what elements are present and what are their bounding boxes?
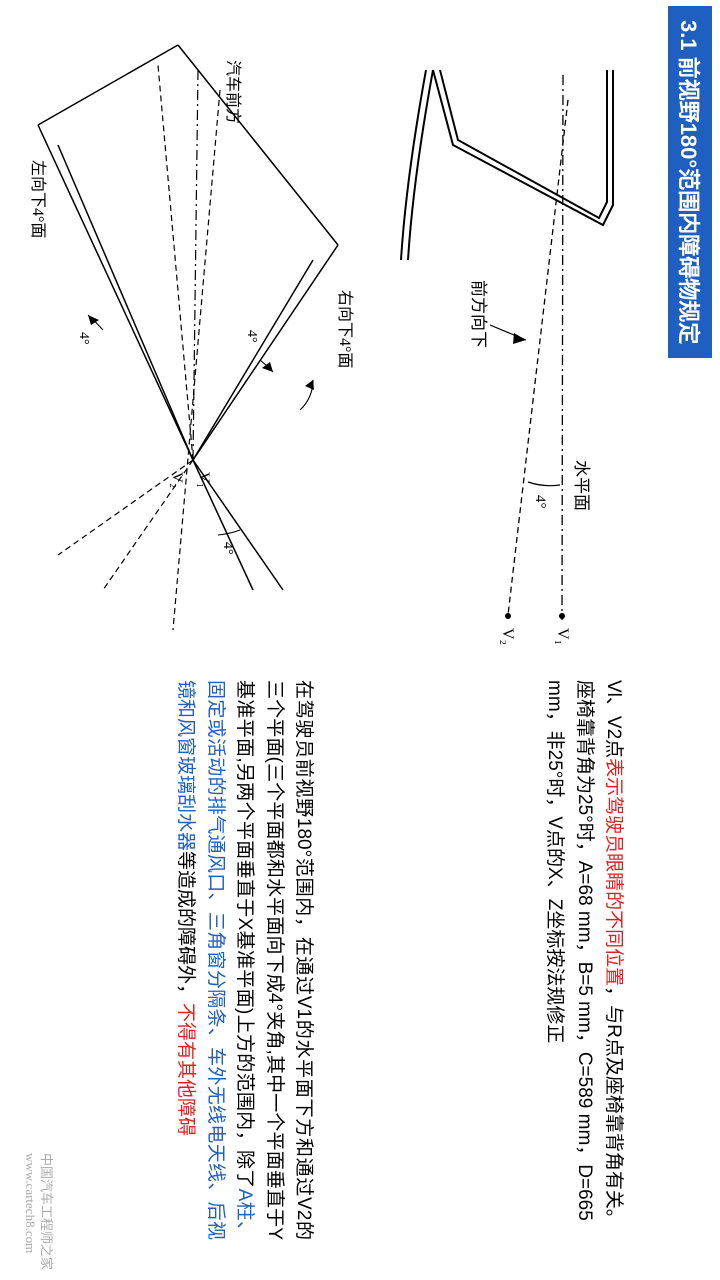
label-v1: V₁ <box>554 628 571 645</box>
top-figure: V₁ V₂ 水平面 4° 前方向下 <box>378 30 658 650</box>
label-v1-b: V₁ <box>196 472 212 488</box>
label-left-plane: 左向下4°面 <box>29 160 47 238</box>
bottom-description: 在驾驶员前视野180°范围内，在通过V1的水平面下方和通过V2的三个平面(三个平… <box>171 680 318 1240</box>
watermark-text-1: 中国汽车工程师之家 <box>39 1153 54 1270</box>
label-angle-2: 4° <box>244 330 259 343</box>
topdesc-red: 表示驾驶员眼睛的不同位置 <box>603 758 624 986</box>
section-title: 3.1 前视野180°范围内障碍物规定 <box>668 6 712 358</box>
watermark: 中国汽车工程师之家 www.cartech8.com <box>22 1153 57 1270</box>
botdesc-b: 等造成的障碍外， <box>175 851 196 1003</box>
label-angle-1: 4° <box>220 542 235 555</box>
label-horiz-plane: 水平面 <box>572 460 591 511</box>
label-v2-b: V₂ <box>169 472 185 488</box>
bottom-figure: V₁ V₂ 4° 4° 4° 右向下4°面 左向下4°面 汽车前方 <box>28 30 358 650</box>
watermark-text-2: www.cartech8.com <box>23 1153 38 1253</box>
label-forward: 汽车前方 <box>224 60 242 124</box>
botdesc-red: 不得有其他障碍 <box>175 1003 196 1136</box>
label-angle-top: 4° <box>532 495 548 509</box>
label-v2: V₂ <box>499 628 516 645</box>
label-forward-down: 前方向下 <box>469 280 488 348</box>
label-angle-3: 4° <box>76 332 91 345</box>
botdesc-a: 在驾驶员前视野180°范围内，在通过V1的水平面下方和通过V2的三个平面(三个平… <box>234 680 314 1240</box>
content-area: V₁ V₂ 水平面 4° 前方向下 Vl、V2点表示驾驶员眼睛的不同位置，与R点… <box>18 0 658 1280</box>
topdesc-a: Vl、V2点 <box>603 680 624 758</box>
label-right-plane: 右向下4°面 <box>336 290 354 368</box>
top-description: Vl、V2点表示驾驶员眼睛的不同位置，与R点及座椅靠背角有关。座椅靠背角为25°… <box>540 680 628 1240</box>
